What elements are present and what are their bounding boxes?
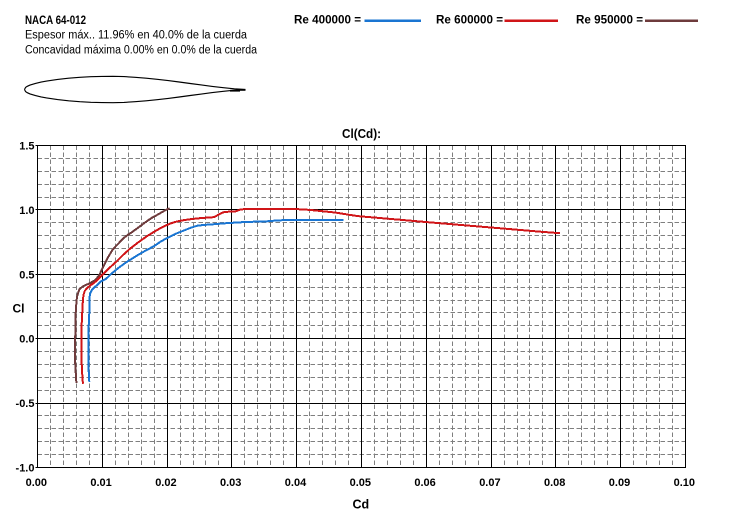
svg-text:-1.0: -1.0: [16, 463, 35, 475]
svg-text:0.06: 0.06: [414, 477, 435, 489]
svg-text:0.05: 0.05: [350, 477, 371, 489]
svg-text:0.07: 0.07: [479, 477, 500, 489]
svg-text:NACA 64-012: NACA 64-012: [25, 15, 86, 27]
svg-text:0.5: 0.5: [19, 269, 34, 281]
svg-text:Cl(Cd):: Cl(Cd):: [342, 127, 381, 141]
svg-text:0.03: 0.03: [220, 477, 241, 489]
svg-text:0.00: 0.00: [26, 477, 47, 489]
svg-text:Cl: Cl: [13, 302, 25, 316]
svg-text:Re 400000 =: Re 400000 =: [294, 15, 361, 27]
svg-text:0.09: 0.09: [609, 477, 630, 489]
svg-text:Cd: Cd: [353, 498, 370, 512]
svg-text:0.10: 0.10: [674, 477, 695, 489]
svg-text:Espesor máx.. 11.96% en 40.0%: Espesor máx.. 11.96% en 40.0% de la cuer…: [25, 30, 248, 42]
svg-text:1.0: 1.0: [19, 205, 34, 217]
svg-text:1.5: 1.5: [19, 141, 34, 153]
svg-text:0.08: 0.08: [544, 477, 565, 489]
svg-text:-0.5: -0.5: [16, 398, 35, 410]
svg-text:0.02: 0.02: [155, 477, 176, 489]
svg-text:Concavidad máxima 0.00% en 0.0: Concavidad máxima 0.00% en 0.0% de la cu…: [25, 45, 258, 57]
svg-text:0.01: 0.01: [90, 477, 111, 489]
svg-text:Re 950000 =: Re 950000 =: [576, 15, 643, 27]
svg-text:0.0: 0.0: [19, 334, 34, 346]
svg-text:0.04: 0.04: [285, 477, 307, 489]
svg-text:Re 600000 =: Re 600000 =: [436, 15, 503, 27]
